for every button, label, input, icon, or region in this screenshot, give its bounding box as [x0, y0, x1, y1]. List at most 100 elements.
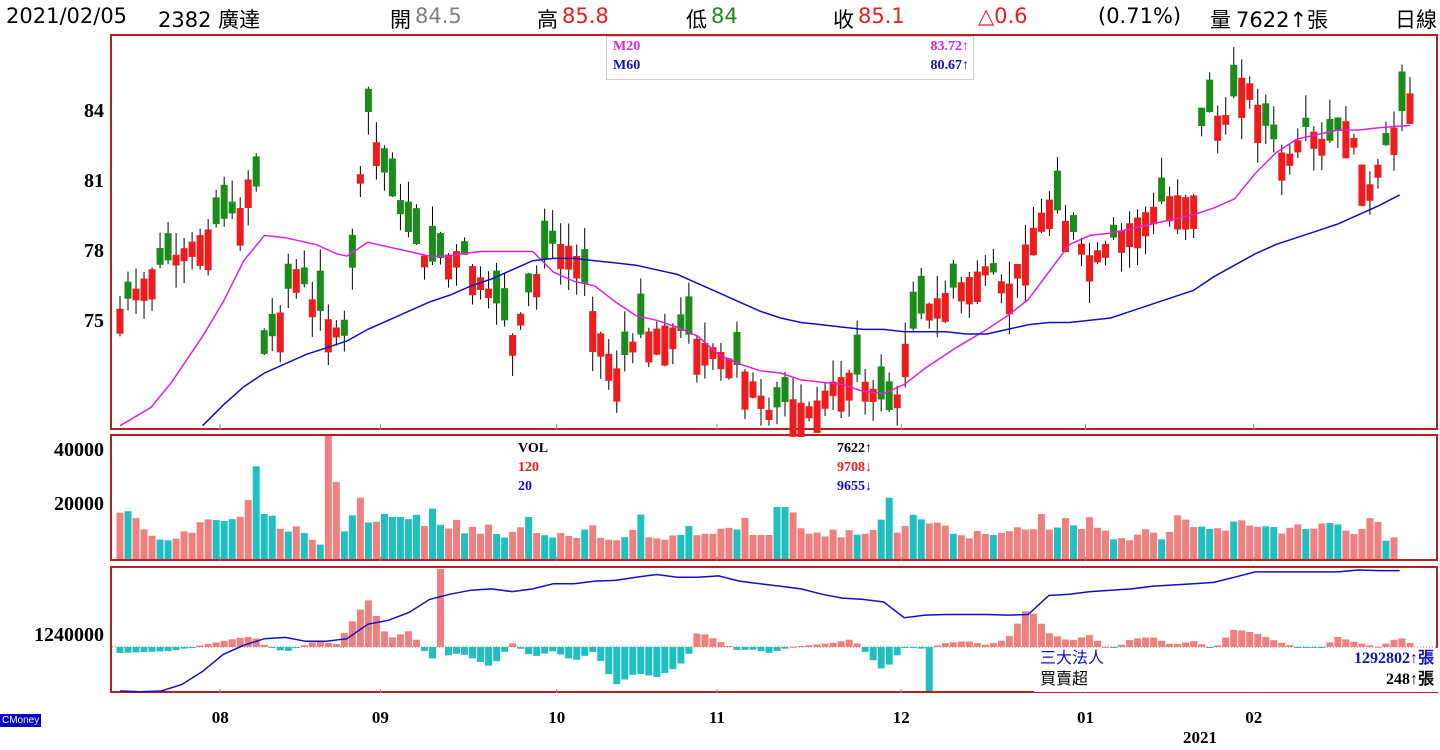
volume-bar-53	[541, 535, 549, 559]
candle-body-63	[621, 331, 629, 355]
candle-body-69	[669, 327, 677, 350]
net-bar-49	[509, 643, 517, 647]
net-bar-56	[565, 647, 573, 659]
net-bar-80	[757, 647, 765, 652]
volume-bar-147	[1294, 524, 1302, 559]
net-bar-92	[853, 643, 861, 647]
volume-bar-103	[941, 525, 949, 559]
volume-bar-150	[1318, 523, 1326, 559]
net-bar-110	[997, 640, 1005, 647]
candle-body-143	[1262, 103, 1270, 126]
volume-bar-60	[597, 537, 605, 559]
candle-body-46	[485, 288, 493, 299]
volume-bar-95	[877, 519, 885, 559]
candle-body-39	[428, 225, 436, 262]
net-bar-82	[773, 647, 781, 652]
volume-bar-130	[1158, 539, 1166, 559]
candle-body-101	[925, 303, 933, 321]
volume-bar-70	[677, 534, 685, 559]
price-tick-84: 84	[84, 100, 104, 122]
net-bar-153	[1342, 639, 1350, 647]
volume-bar-10	[196, 522, 204, 559]
volume-bar-141	[1246, 525, 1254, 559]
volume-bar-154	[1350, 534, 1358, 559]
net-bar-159	[1390, 639, 1398, 647]
candle-body-53	[541, 220, 549, 259]
candle-body-111	[1005, 283, 1013, 315]
candle-body-114	[1029, 227, 1037, 256]
month-label-10: 10	[548, 708, 566, 727]
month-label-11: 11	[708, 708, 725, 727]
net-bar-121	[1086, 635, 1094, 647]
volume-bar-58	[581, 529, 589, 559]
candle-body-42	[453, 250, 461, 268]
volume-bar-134	[1190, 527, 1198, 559]
volume-bar-69	[669, 535, 677, 559]
volume-bar-114	[1029, 529, 1037, 559]
candle-body-47	[493, 270, 501, 304]
net-bar-6	[164, 647, 172, 652]
volume-bar-3	[140, 529, 148, 559]
candle-body-54	[549, 230, 557, 244]
candle-body-112	[1013, 264, 1021, 279]
net-bar-47	[493, 647, 501, 662]
net-bar-91	[845, 639, 853, 647]
volume-bar-96	[885, 497, 893, 559]
candle-body-72	[693, 338, 701, 375]
net-bar-160	[1398, 638, 1406, 647]
net-bar-10	[196, 645, 204, 647]
net-bar-4	[148, 647, 156, 652]
price-tick-81: 81	[84, 170, 104, 192]
candle-body-127	[1134, 217, 1142, 249]
volume-bar-26	[324, 436, 332, 559]
candle-body-12	[212, 197, 220, 225]
volume-bar-27	[332, 482, 340, 559]
net-bar-97	[893, 647, 901, 656]
volume-label: 量	[1210, 8, 1231, 32]
period-selector[interactable]: 日線	[1395, 8, 1437, 32]
candle-body-0	[116, 308, 124, 334]
net-bar-84	[789, 646, 797, 648]
candle-body-107	[973, 271, 981, 302]
quote-header: 2021/02/05 2382 廣達 開 84.5 高 85.8 低 84 收 …	[0, 0, 1440, 36]
candle-body-52	[533, 274, 541, 298]
net-bar-52	[533, 647, 541, 656]
candle-body-123	[1102, 244, 1110, 258]
net-bar-55	[557, 647, 565, 655]
net-bar-50	[517, 647, 525, 649]
net-bar-155	[1358, 643, 1366, 647]
net-bar-130	[1158, 640, 1166, 647]
candle-body-68	[661, 325, 669, 366]
volume-bar-153	[1342, 530, 1350, 559]
volume-bar-149	[1310, 528, 1318, 559]
net-bar-16	[244, 637, 252, 647]
candle-body-120	[1077, 243, 1085, 255]
candle-body-58	[581, 249, 589, 284]
candle-body-79	[749, 381, 757, 398]
net-bar-126	[1126, 640, 1134, 647]
candle-body-3	[140, 278, 148, 301]
volume-bar-16	[244, 500, 252, 559]
net-bar-70	[677, 647, 685, 664]
candle-body-29	[348, 234, 356, 268]
net-bar-44	[469, 647, 477, 659]
candle-body-36	[404, 201, 412, 233]
net-bar-54	[549, 647, 557, 652]
candle-body-85	[797, 402, 805, 443]
volume-bar-62	[613, 540, 621, 559]
volume-bar-92	[853, 534, 861, 559]
candle-body-87	[813, 400, 821, 433]
candle-body-66	[645, 331, 653, 363]
net-bar-73	[701, 634, 709, 647]
m60-label: M60	[613, 58, 641, 73]
volume-bar-121	[1086, 517, 1094, 559]
net-bar-135	[1198, 644, 1206, 647]
candle-body-37	[412, 208, 420, 244]
net-bar-116	[1045, 633, 1053, 647]
candle-body-82	[773, 387, 781, 408]
change-percent: (0.71%)	[1098, 4, 1182, 28]
month-label-12: 12	[892, 708, 910, 727]
volume-bar-5	[156, 539, 164, 559]
volume-bar-80	[757, 534, 765, 559]
volume-bar-8	[180, 531, 188, 559]
